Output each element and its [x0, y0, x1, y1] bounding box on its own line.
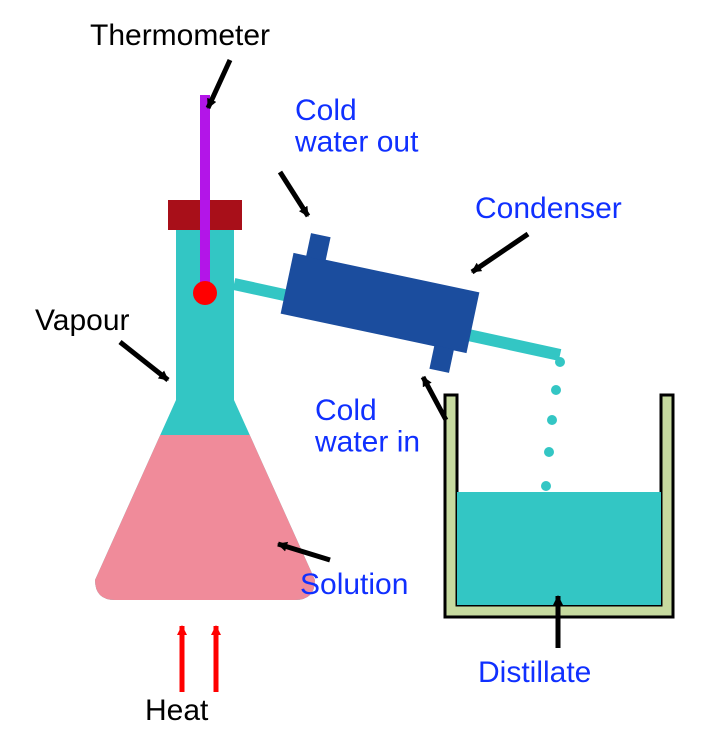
arrow-cold-water-out — [280, 172, 308, 216]
label-solution: Solution — [300, 568, 408, 601]
arrow-condenser — [472, 234, 528, 272]
label-cold-water-out: Coldwater out — [294, 94, 419, 159]
label-condenser: Condenser — [475, 192, 622, 225]
label-vapour: Vapour — [35, 304, 130, 337]
thermometer-stem — [200, 95, 210, 285]
distillate-liquid — [457, 492, 661, 605]
distillation-diagram: Thermometer Coldwater out Condenser Vapour C… — [0, 0, 720, 748]
arrow-cold-water-in — [423, 377, 446, 420]
arrow-thermometer — [208, 60, 230, 108]
thermometer-bulb — [193, 281, 217, 305]
label-distillate: Distillate — [478, 656, 591, 689]
arrow-vapour — [120, 342, 168, 380]
condenser — [276, 230, 484, 375]
label-thermometer: Thermometer — [90, 19, 270, 52]
distillate-drop — [547, 415, 557, 425]
distillate-drop — [541, 481, 551, 491]
label-cold-water-in: Coldwater in — [314, 394, 420, 459]
flask-solution — [90, 435, 320, 605]
distillate-drop — [551, 385, 561, 395]
label-heat: Heat — [145, 694, 209, 727]
distillate-drop — [544, 447, 554, 457]
distillate-drop — [555, 357, 565, 367]
